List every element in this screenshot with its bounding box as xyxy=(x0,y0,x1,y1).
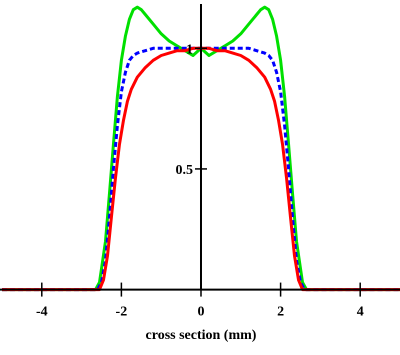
x-tick-label: 4 xyxy=(357,305,364,320)
y-tick-label: 0.5 xyxy=(175,163,193,178)
y-tick-label: 1 xyxy=(186,42,193,57)
x-tick-label: -2 xyxy=(116,305,128,320)
x-tick-label: -4 xyxy=(36,305,48,320)
axes xyxy=(0,4,400,291)
tick-marks xyxy=(41,47,361,297)
x-tick-label: 2 xyxy=(277,305,284,320)
x-tick-label: 0 xyxy=(197,305,204,320)
tick-labels: -4 -2 0 2 4 0.5 1 xyxy=(36,42,364,319)
x-axis-title: cross section (mm) xyxy=(146,328,257,343)
